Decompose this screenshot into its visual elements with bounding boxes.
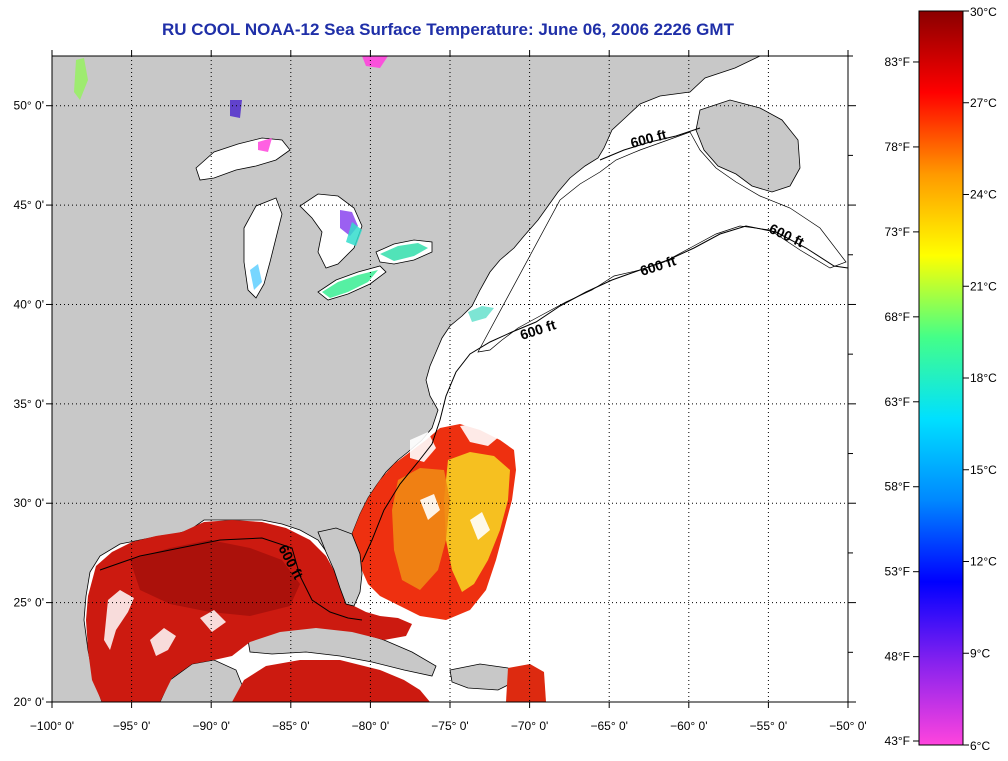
lon-tick-label: −85° 0': [272, 719, 309, 733]
latitude-labels: 20° 0' 25° 0' 30° 0' 35° 0' 40° 0' 45° 0' 50° …: [14, 99, 44, 709]
lon-tick-label: −60° 0': [670, 719, 707, 733]
lat-tick-label: 20° 0': [14, 695, 44, 709]
sst-gulf-clouds: [104, 590, 226, 656]
colorbar-fahrenheit-label: 83°F: [885, 55, 910, 69]
colorbar-fahrenheit-label: 43°F: [885, 734, 910, 748]
colorbar-celsius-label: 24°C: [970, 188, 997, 202]
sst-caribbean-north: [232, 660, 430, 702]
land-newfoundland: [695, 99, 801, 193]
sst-atlantic-clouds: [410, 422, 500, 540]
sst-small-lake-north: [362, 56, 388, 68]
colorbar-fahrenheit-label: 63°F: [885, 395, 910, 409]
map-area: [52, 56, 848, 702]
isobath-600ft-gulf: [99, 537, 363, 621]
sst-bahamas-patch: [506, 664, 546, 702]
sst-small-lake-ontario: [230, 100, 242, 118]
colorbar-celsius-label: 6°C: [970, 739, 990, 753]
colorbar-celsius-labels: 30°C 27°C 24°C 21°C 18°C 15°C 12°C 9°C 6°C: [970, 5, 997, 753]
sst-lake-huron: [346, 222, 362, 246]
continental-shelf: [477, 131, 847, 353]
colorbar-fahrenheit-label: 73°F: [885, 225, 910, 239]
colorbar-fahrenheit-label: 48°F: [885, 650, 910, 664]
sst-gulf-of-maine-patch: [468, 306, 494, 322]
lat-tick-label: 35° 0': [14, 397, 44, 411]
colorbar-fahrenheit-label: 78°F: [885, 140, 910, 154]
land-florida: [317, 527, 363, 607]
lon-tick-label: −90° 0': [192, 719, 229, 733]
isobath-600ft-north: [599, 127, 701, 161]
longitude-labels: −100° 0' −95° 0' −90° 0' −85° 0' −80° 0' −75°…: [30, 719, 867, 733]
lon-tick-label: −50° 0': [829, 719, 866, 733]
colorbar-celsius-label: 18°C: [970, 371, 997, 385]
sst-lake-erie: [322, 270, 378, 298]
frame-ticks: [46, 50, 856, 708]
lon-tick-label: −100° 0': [30, 719, 74, 733]
lon-tick-label: −55° 0': [750, 719, 787, 733]
lon-tick-label: −65° 0': [590, 719, 627, 733]
lat-tick-label: 30° 0': [14, 496, 44, 510]
lon-tick-label: −75° 0': [431, 719, 468, 733]
lat-tick-label: 25° 0': [14, 596, 44, 610]
lat-tick-label: 50° 0': [14, 99, 44, 113]
lon-tick-label: −70° 0': [511, 719, 548, 733]
graticule: [52, 56, 848, 702]
map-title: RU COOL NOAA-12 Sea Surface Temperature:…: [162, 20, 734, 39]
colorbar-celsius-label: 9°C: [970, 646, 990, 660]
colorbar-fahrenheit-label: 58°F: [885, 480, 910, 494]
colorbar-celsius-label: 21°C: [970, 279, 997, 293]
colorbar-celsius-label: 12°C: [970, 555, 997, 569]
sst-gulf-hot-core: [130, 540, 300, 616]
colorbar-fahrenheit-label: 68°F: [885, 310, 910, 324]
colorbar-celsius-label: 15°C: [970, 463, 997, 477]
colorbar-celsius-label: 27°C: [970, 96, 997, 110]
colorbar-fahrenheit-label: 53°F: [885, 565, 910, 579]
sst-lake-winnipeg: [74, 58, 88, 100]
sst-lake-michigan-south: [250, 264, 262, 290]
lon-tick-label: −80° 0': [352, 719, 389, 733]
lat-tick-label: 45° 0': [14, 198, 44, 212]
isobath-600ft-atlantic: [361, 225, 848, 563]
colorbar-celsius-label: 30°C: [970, 5, 997, 19]
lon-tick-label: −95° 0': [113, 719, 150, 733]
sst-lake-ontario: [380, 243, 428, 261]
colorbar-ticks: [913, 10, 969, 746]
colorbar-fahrenheit-labels: 83°F 78°F 73°F 68°F 63°F 58°F 53°F 48°F 43°F: [885, 55, 910, 748]
sst-lake-superior-east: [258, 138, 272, 152]
colorbar: [918, 10, 964, 746]
lat-tick-label: 40° 0': [14, 297, 44, 311]
